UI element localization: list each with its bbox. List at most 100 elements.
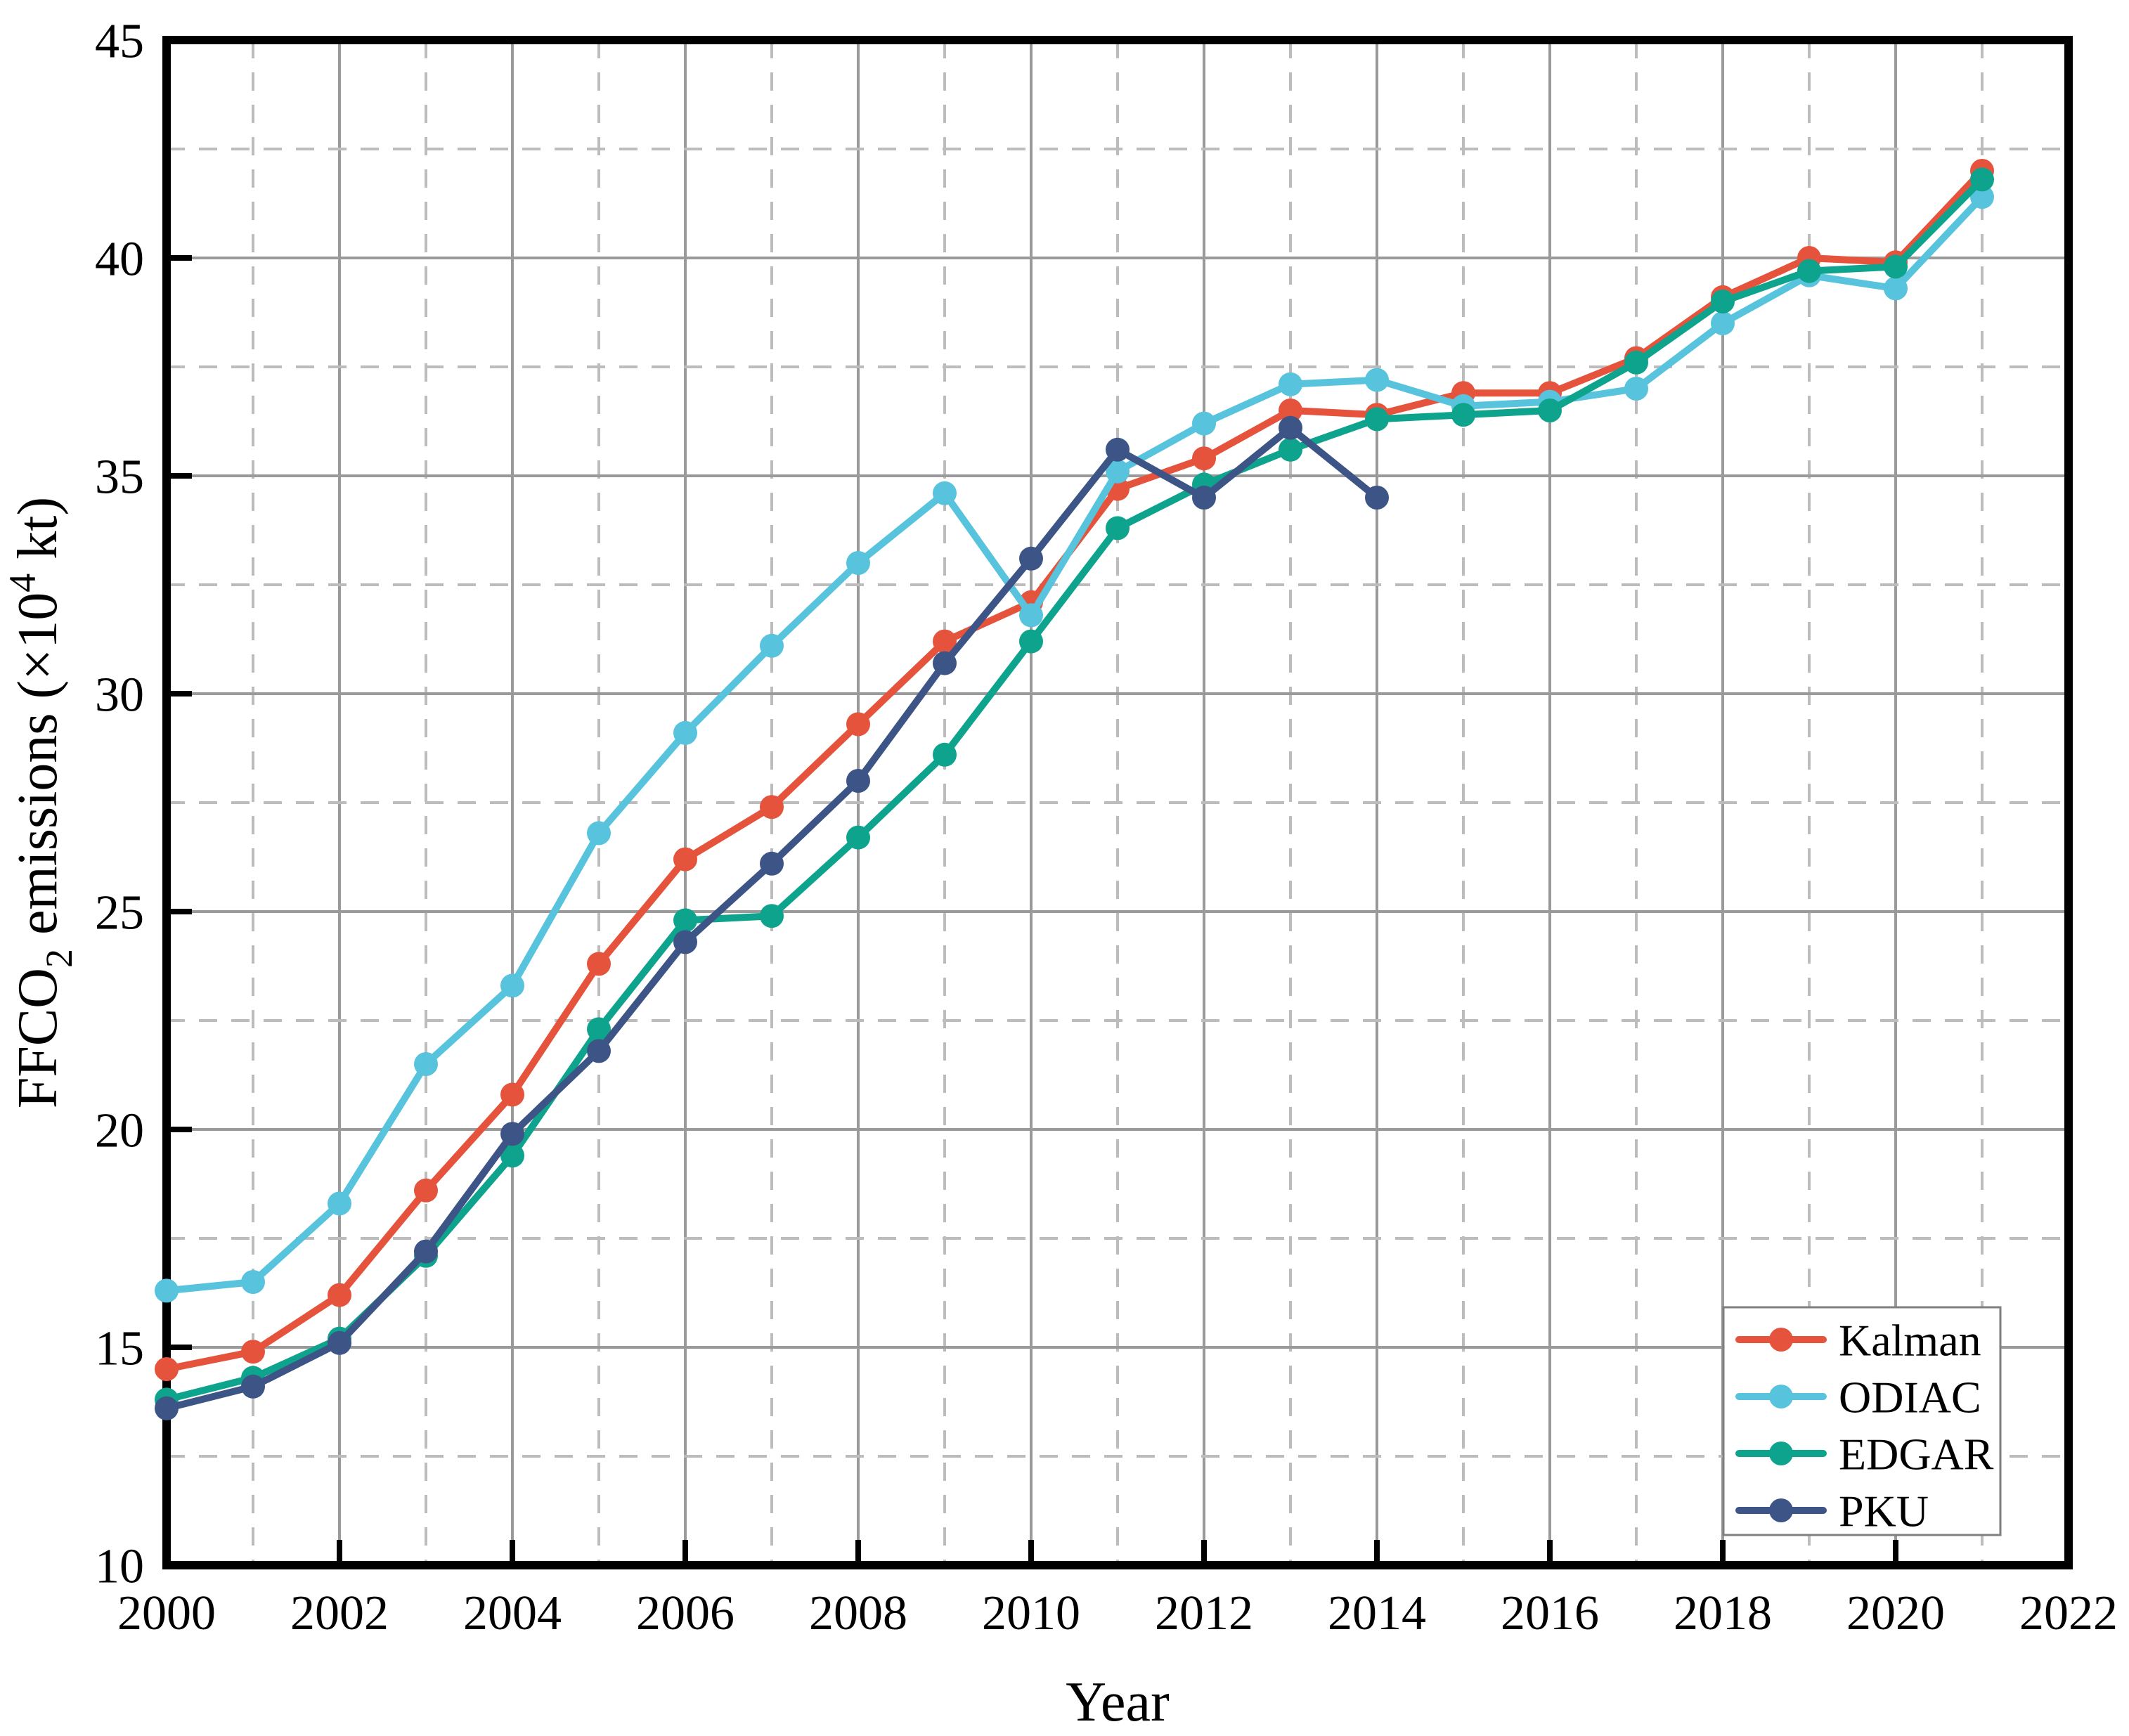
series-pku [155,415,1389,1420]
data-point-odiac [1279,372,1302,396]
data-point-edgar [1019,629,1043,654]
data-point-odiac [241,1270,265,1294]
y-tick-label: 30 [95,668,144,723]
x-tick-label: 2020 [1846,1586,1945,1640]
series-odiac [155,185,1994,1303]
legend-label: ODIAC [1839,1372,1981,1422]
data-point-odiac [414,1052,438,1076]
data-point-pku [155,1396,179,1420]
data-point-pku [1279,415,1302,440]
data-point-odiac [1019,603,1043,628]
data-point-pku [328,1330,351,1355]
legend-box [1722,1306,2002,1536]
y-axis-label-part: 4 [1,574,44,592]
axis-ticks [167,255,1898,1565]
series-edgar [155,167,1994,1412]
y-tick-label: 25 [95,886,144,940]
data-point-pku [1365,486,1389,510]
y-tick-label: 35 [95,451,144,505]
data-point-kalman [846,712,870,737]
data-point-edgar [846,825,870,850]
series-kalman [155,159,1994,1381]
data-point-odiac [155,1278,179,1303]
legend: Kalman ODIAC EDGAR PKU [1722,1306,2002,1536]
data-point-edgar [1451,403,1475,427]
data-point-kalman [760,795,784,820]
data-point-odiac [1192,411,1216,436]
legend-entry-pku: PKU [1735,1486,1929,1536]
y-tick-label: 15 [95,1322,144,1376]
series-line-kalman [163,167,1986,1373]
data-point-odiac [1365,368,1389,392]
data-point-edgar [500,1144,524,1168]
legend-marker [1769,1385,1793,1408]
x-axis-label: Year [1066,1671,1169,1733]
legend-label: Kalman [1839,1315,1981,1365]
y-tick-label: 40 [95,233,144,287]
y-axis-label: FFCO2 emissions (×104 kt) [1,497,80,1108]
x-tick-label: 2012 [1155,1586,1253,1640]
x-tick-label: 2006 [636,1586,735,1640]
data-point-odiac [760,633,784,658]
y-axis-label-part: FFCO [7,968,69,1108]
data-point-edgar [1711,290,1735,313]
data-point-kalman [500,1082,524,1107]
data-point-odiac [1711,311,1735,335]
data-point-kalman [933,629,957,654]
data-point-edgar [673,908,697,933]
legend-label: EDGAR [1839,1429,1994,1479]
x-tick-label: 2004 [463,1586,562,1640]
data-point-edgar [1106,516,1130,540]
data-point-pku [414,1239,438,1264]
legend-marker [1769,1498,1793,1522]
x-tick-label: 2000 [117,1586,216,1640]
legend-marker [1769,1442,1793,1465]
x-tick-label: 2014 [1328,1586,1426,1640]
legend-marker [1769,1328,1793,1352]
data-point-kalman [328,1283,351,1307]
data-point-pku [760,851,784,876]
legend-entry-edgar: EDGAR [1735,1429,1994,1479]
data-point-edgar [1624,350,1648,375]
x-tick-label: 2018 [1674,1586,1772,1640]
data-point-pku [933,651,957,675]
data-point-kalman [1192,446,1216,471]
data-point-pku [1192,486,1216,510]
data-point-pku [500,1122,524,1146]
x-tick-labels: 2000 2002 2004 2006 2008 2010 2012 2014 2016 2018… [117,1586,2118,1640]
data-point-odiac [673,720,697,745]
data-point-kalman [241,1340,265,1364]
data-point-pku [587,1039,611,1063]
data-point-odiac [1624,377,1648,401]
data-point-edgar [760,904,784,928]
data-point-kalman [1279,399,1302,422]
data-point-edgar [1279,437,1302,462]
y-tick-label: 20 [95,1104,144,1158]
data-point-pku [673,930,697,954]
data-point-pku [241,1374,265,1399]
data-point-odiac [328,1191,351,1216]
data-point-odiac [1970,185,1994,209]
legend-label: PKU [1839,1486,1929,1536]
x-tick-label: 2010 [982,1586,1080,1640]
y-tick-label: 10 [95,1540,144,1594]
data-point-edgar [1365,407,1389,432]
x-tick-label: 2008 [809,1586,907,1640]
data-point-kalman [155,1357,179,1381]
data-point-pku [1106,437,1130,462]
data-point-edgar [1970,167,1994,192]
data-point-kalman [587,952,611,976]
data-point-odiac [1884,276,1908,301]
data-series [155,159,1994,1420]
data-point-edgar [1797,259,1821,283]
data-point-odiac [1106,459,1130,484]
data-point-edgar [933,742,957,767]
legend-entry-odiac: ODIAC [1735,1372,1981,1422]
x-tick-label: 2016 [1501,1586,1599,1640]
y-axis-label-part: kt) [7,497,69,574]
data-point-kalman [673,847,697,872]
data-point-odiac [500,973,524,998]
data-point-edgar [1538,399,1562,422]
